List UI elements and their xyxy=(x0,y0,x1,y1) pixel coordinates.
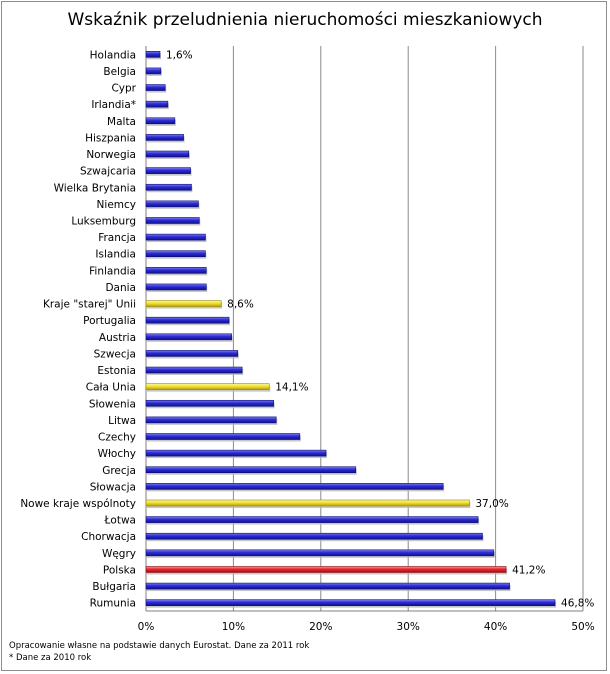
bar-polska xyxy=(145,566,507,573)
category-label: Kraje "starej" Unii xyxy=(43,299,136,311)
bar-grecja xyxy=(145,466,357,474)
bar-luksemburg xyxy=(145,217,200,224)
category-label: Norwegia xyxy=(86,149,136,161)
category-label: Czechy xyxy=(98,432,136,444)
category-label: Hiszpania xyxy=(85,132,136,144)
bar-belgia xyxy=(145,67,162,75)
x-tick-label: 20% xyxy=(309,621,332,633)
footnote: * Dane za 2010 rok xyxy=(9,653,92,663)
category-label: Holandia xyxy=(90,49,136,61)
bar-dania xyxy=(145,283,207,291)
bar-niemcy xyxy=(145,200,199,208)
category-label: Węgry xyxy=(102,548,136,560)
category-label: Luksemburg xyxy=(71,215,136,227)
bar-szwajcaria xyxy=(145,167,191,174)
bar-szwecja xyxy=(145,350,239,357)
bar-malta xyxy=(145,117,176,125)
category-label: Chorwacja xyxy=(81,531,136,543)
category-label: Wielka Brytania xyxy=(54,182,136,194)
bar-cypr xyxy=(145,84,166,91)
category-label: Estonia xyxy=(97,365,136,377)
bar-norwegia xyxy=(145,150,190,158)
x-tick-label: 10% xyxy=(222,621,245,633)
bar-irlandia xyxy=(145,100,169,108)
bar-nowe-kraje-wspolnoty xyxy=(145,499,470,507)
category-label: Cała Unia xyxy=(86,382,136,394)
chart-title: Wskaźnik przeludnienia nieruchomości mie… xyxy=(67,10,543,30)
bar-kraje-starej-unii xyxy=(145,300,222,307)
category-label: Rumunia xyxy=(90,598,136,610)
source-note: Opracowanie własne na podstawie danych E… xyxy=(9,641,310,651)
data-label: 8,6% xyxy=(227,299,254,311)
bar-portugalia xyxy=(145,316,230,324)
category-label: Polska xyxy=(103,564,136,576)
data-label: 14,1% xyxy=(275,382,308,394)
bar-bulgaria xyxy=(145,582,510,590)
category-label: Łotwa xyxy=(104,515,136,527)
category-label: Francja xyxy=(98,232,136,244)
category-label: Grecja xyxy=(102,465,136,477)
category-label: Cypr xyxy=(111,83,136,95)
category-label: Finlandia xyxy=(89,265,136,277)
bar-czechy xyxy=(145,433,301,440)
data-label: 37,0% xyxy=(475,498,508,510)
bar-slowacja xyxy=(145,483,444,490)
category-label: Szwajcaria xyxy=(80,166,136,178)
category-label: Szwecja xyxy=(94,348,136,360)
category-label: Dania xyxy=(105,282,136,294)
bar-litwa xyxy=(145,416,277,424)
x-tick-label: 30% xyxy=(397,621,420,633)
category-label: Malta xyxy=(107,116,136,128)
bar-slowenia xyxy=(145,399,274,407)
category-label: Bułgaria xyxy=(92,581,136,593)
bar-finlandia xyxy=(145,267,207,274)
bar-lotwa xyxy=(145,516,479,523)
bar-cala-unia xyxy=(145,383,270,390)
x-tick-label: 50% xyxy=(571,621,594,633)
category-label: Belgia xyxy=(103,66,136,78)
category-label: Słowacja xyxy=(90,481,136,493)
data-labels: 1,6% 8,6% 14,1% 37,0% 41,2% 46,8% xyxy=(166,49,594,609)
data-label: 1,6% xyxy=(166,49,193,61)
category-label: Słowenia xyxy=(89,398,136,410)
bar-wegry xyxy=(145,549,495,557)
grid-lines xyxy=(145,46,584,612)
bar-austria xyxy=(145,333,232,341)
bar-wielka-brytania xyxy=(145,183,192,191)
bar-estonia xyxy=(145,366,243,374)
bars xyxy=(145,51,557,608)
category-label: Portugalia xyxy=(83,315,136,327)
category-label: Włochy xyxy=(98,448,136,460)
x-axis-ticks: 0% 10% 20% 30% 40% 50% xyxy=(138,621,595,633)
x-tick-label: 0% xyxy=(138,621,155,633)
bar-hiszpania xyxy=(145,134,184,141)
data-label: 46,8% xyxy=(561,598,594,610)
bar-wlochy xyxy=(145,449,327,457)
bar-holandia xyxy=(145,51,161,58)
category-label: Islandia xyxy=(95,249,136,261)
x-tick-label: 40% xyxy=(484,621,507,633)
bar-chorwacja xyxy=(145,532,483,540)
category-label: Niemcy xyxy=(97,199,136,211)
category-labels: Holandia Belgia Cypr Irlandia* Malta Hiszpani… xyxy=(20,49,136,609)
category-label: Irlandia* xyxy=(91,99,136,111)
data-label: 41,2% xyxy=(512,564,545,576)
category-label: Litwa xyxy=(108,415,136,427)
bar-islandia xyxy=(145,250,206,258)
category-label: Nowe kraje wspólnoty xyxy=(20,498,136,510)
category-label: Austria xyxy=(99,332,136,344)
bar-rumunia xyxy=(145,599,556,606)
bar-francja xyxy=(145,233,206,241)
